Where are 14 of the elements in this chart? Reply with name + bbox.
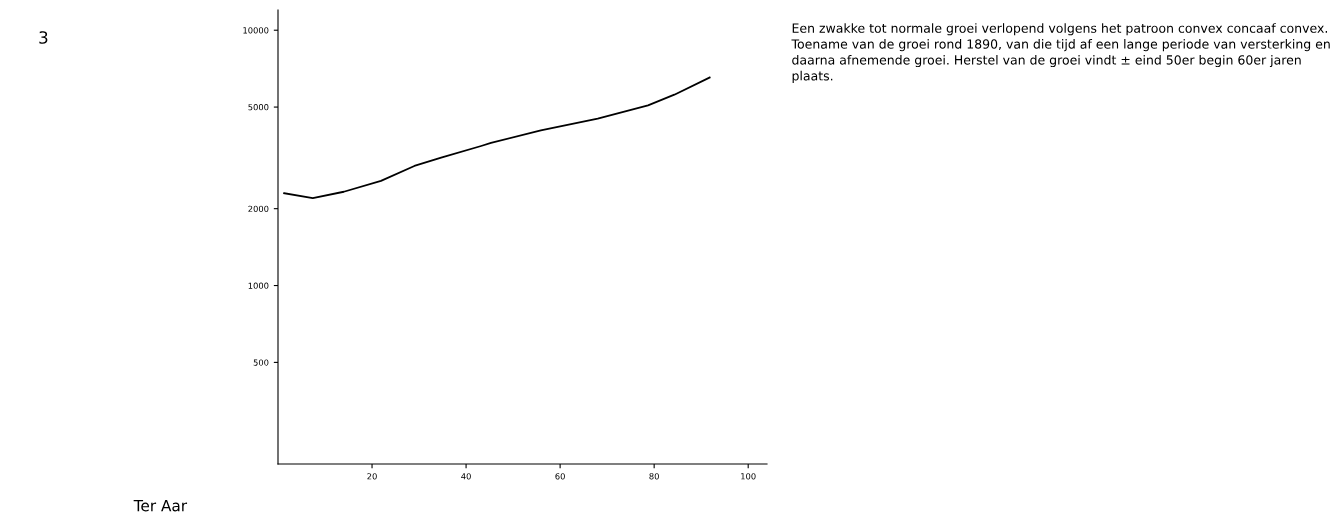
line-series — [283, 76, 711, 200]
text: 3 — [39, 31, 48, 44]
x-tick-label: 60 — [555, 473, 565, 480]
text: Een zwakke tot normale groei verlopend volgens het patroon convex concaaf convex. Toename van de groei rond 1890, van die tijd af een lange periode van versterking en daarna afnemende groei. Herstel van de groei vindt ± eind 50er begin 60er jaren plaats. — [791, 23, 1330, 83]
y-tick-label: 1000 — [248, 282, 269, 289]
y-tick-label: 10000 — [243, 27, 269, 34]
y-tick-label: 5000 — [248, 104, 269, 111]
x-tick-label: 80 — [649, 473, 659, 480]
x-tick-label: 20 — [367, 473, 377, 480]
y-tick-label: 2000 — [248, 205, 269, 212]
x-tick-label: 100 — [741, 473, 756, 480]
text: Ter Aar — [133, 500, 188, 512]
y-tick-label: 500 — [253, 359, 269, 366]
x-tick-label: 40 — [461, 473, 471, 480]
